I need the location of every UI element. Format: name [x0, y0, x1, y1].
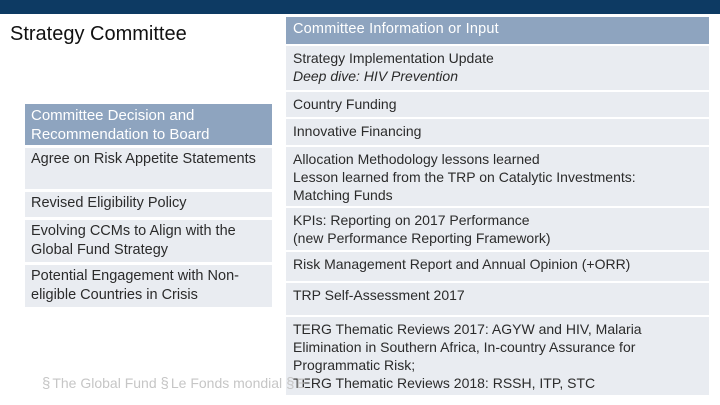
decision-item: Potential Engagement with Non-eligible C…	[25, 265, 272, 307]
information-row: Strategy Implementation Update Deep dive…	[286, 44, 709, 90]
row-subtext: Deep dive: HIV Prevention	[293, 68, 458, 84]
information-row: Risk Management Report and Annual Opinio…	[286, 250, 709, 281]
global-fund-logo-icon: §	[286, 375, 295, 392]
information-row: Allocation Methodology lessons learned L…	[286, 145, 709, 206]
global-fund-logo-icon: §	[42, 375, 51, 392]
row-text: TERG Thematic Reviews 2017: AGYW and HIV…	[293, 321, 642, 337]
org-name-trailing: E	[296, 375, 306, 391]
information-table-header: Committee Information or Input	[286, 17, 709, 44]
row-text: Risk Management Report and Annual Opinio…	[293, 256, 631, 272]
row-text: TERG Thematic Reviews 2018: RSSH, ITP, S…	[293, 375, 596, 391]
row-text: TRP Self-Assessment 2017	[293, 287, 465, 303]
global-fund-logo-icon: §	[160, 375, 169, 392]
information-row: Country Funding	[286, 90, 709, 117]
information-table: Committee Information or Input Strategy …	[286, 17, 709, 395]
information-row: TRP Self-Assessment 2017	[286, 281, 709, 315]
row-text: Matching Funds	[293, 187, 393, 203]
decision-table: Committee Decision and Recommendation to…	[25, 104, 272, 310]
row-text: Lesson learned from the TRP on Catalytic…	[293, 169, 636, 185]
org-name-fr: Le Fonds mondial	[170, 375, 283, 391]
decision-item: Agree on Risk Appetite Statements	[25, 148, 272, 189]
decision-item: Evolving CCMs to Align with the Global F…	[25, 220, 272, 262]
row-text: Programmatic Risk;	[293, 357, 416, 373]
information-row: TERG Thematic Reviews 2017: AGYW and HIV…	[286, 315, 709, 395]
row-text: Country Funding	[293, 96, 397, 112]
row-text: Innovative Financing	[293, 123, 422, 139]
row-text: KPIs: Reporting on 2017 Performance	[293, 212, 530, 228]
row-text: (new Performance Reporting Framework)	[293, 230, 551, 246]
top-banner	[0, 0, 720, 14]
information-row: KPIs: Reporting on 2017 Performance (new…	[286, 206, 709, 250]
org-name-en: The Global Fund	[52, 375, 157, 391]
row-text: Strategy Implementation Update	[293, 50, 494, 66]
information-row: Innovative Financing	[286, 117, 709, 145]
row-text: Elimination in Southern Africa, In-count…	[293, 339, 636, 355]
slide-title: Strategy Committee	[10, 23, 187, 45]
decision-item: Revised Eligibility Policy	[25, 192, 272, 217]
row-text: Allocation Methodology lessons learned	[293, 151, 540, 167]
decision-table-header: Committee Decision and Recommendation to…	[25, 104, 272, 145]
footer-watermark: § The Global Fund § Le Fonds mondial § E	[42, 375, 306, 392]
